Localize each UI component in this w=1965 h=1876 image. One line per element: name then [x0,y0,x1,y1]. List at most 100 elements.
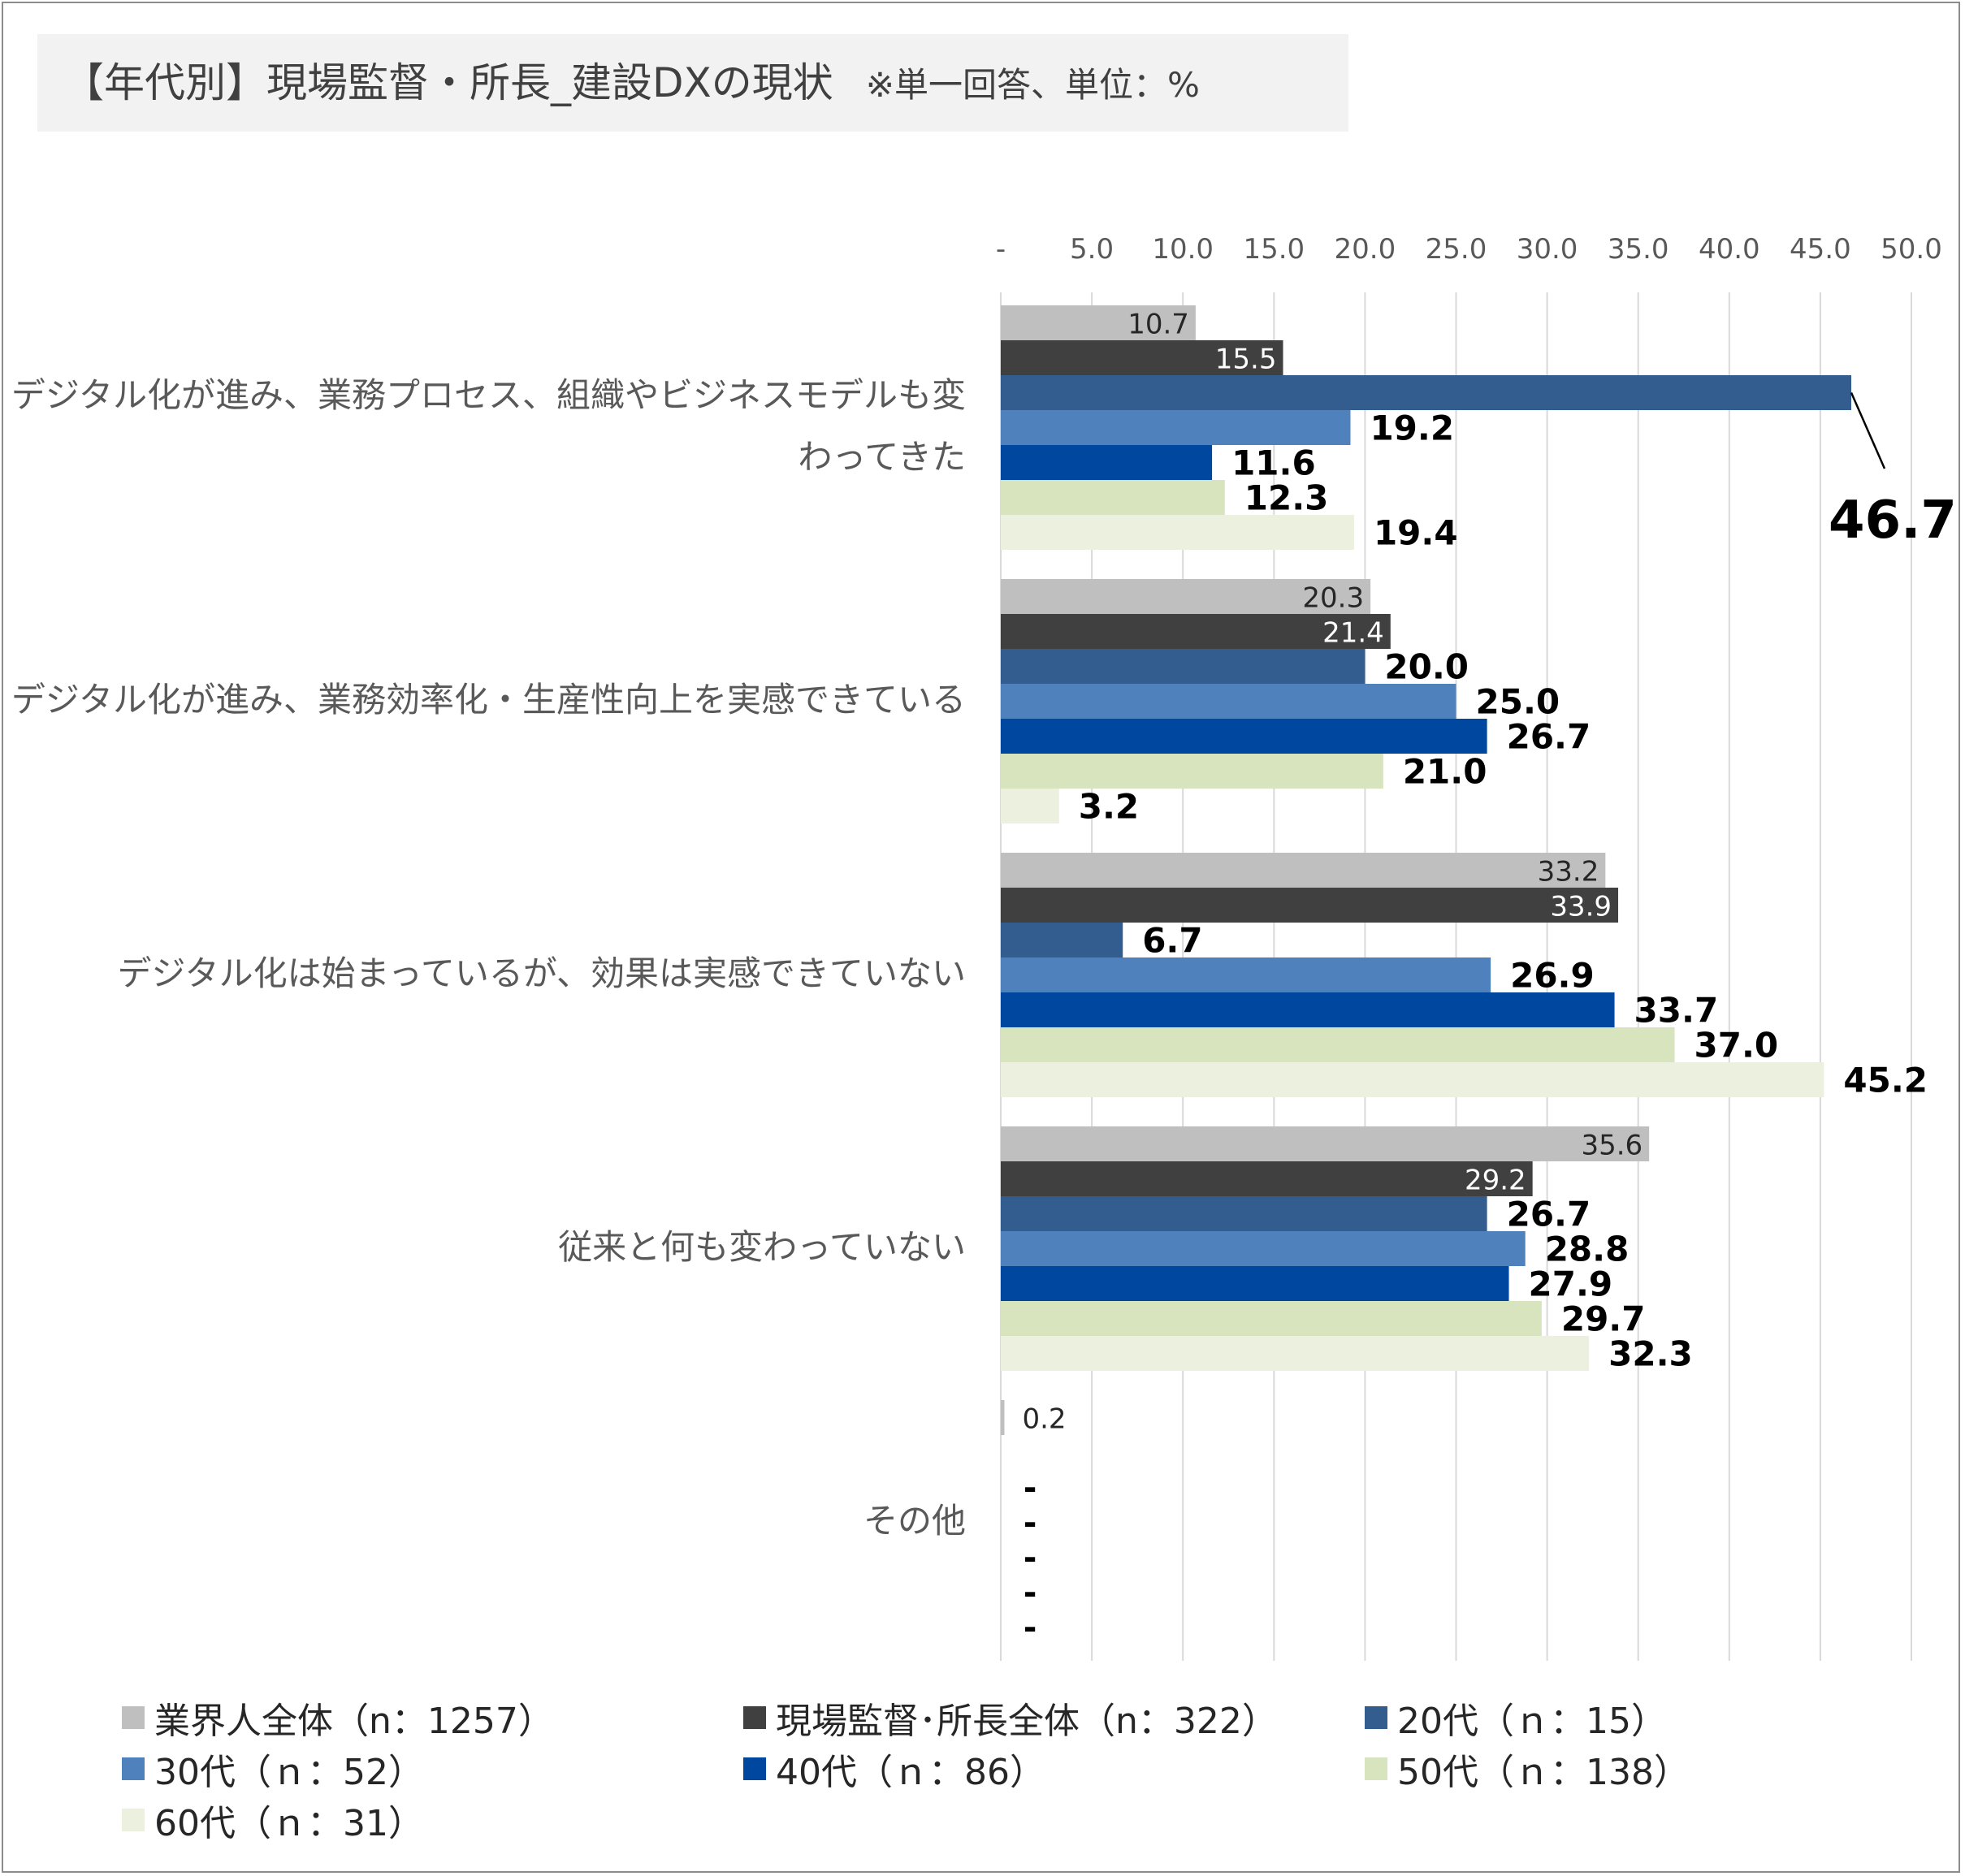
bar [1001,992,1615,1027]
legend-label: 50代（ｎ：138） [1397,1752,1690,1793]
x-tick-label: 45.0 [1790,233,1851,266]
legend-label: 現場監督･所長全体（n：322） [776,1701,1278,1742]
data-label: 20.3 [1302,582,1364,615]
data-label: 33.2 [1538,856,1599,888]
x-tick-label: 35.0 [1608,233,1669,266]
x-tick-label: 30.0 [1517,233,1578,266]
data-label: 45.2 [1843,1061,1928,1100]
data-label: 33.9 [1550,891,1612,923]
legend-swatch [122,1757,145,1780]
data-label: 20.0 [1384,647,1469,687]
bar [1001,719,1487,754]
bar [1001,754,1383,789]
legend-swatch [1365,1706,1387,1729]
legend-swatch [1365,1757,1387,1780]
legend-label: 業界人全体（n：1257） [154,1701,554,1742]
bar [1001,888,1619,923]
bar [1001,1400,1005,1435]
bar [1001,340,1283,375]
data-label: 15.5 [1215,344,1277,376]
legend-item: 20代（ｎ：15） [1365,1693,1667,1742]
data-label: 19.2 [1370,408,1454,448]
data-label: 3.2 [1079,787,1139,827]
bar [1001,614,1391,649]
x-tick-label: 10.0 [1152,233,1214,266]
category-label: その他 [863,1501,966,1541]
legend-swatch [122,1706,145,1729]
data-label: 32.3 [1608,1334,1693,1374]
bar [1001,480,1225,515]
bar [1001,375,1852,410]
data-label: 33.7 [1634,991,1719,1031]
data-label: 27.9 [1529,1264,1613,1304]
bar [1001,410,1351,445]
x-tick-label: - [996,233,1006,266]
data-label: 21.0 [1403,752,1487,792]
data-label: 11.6 [1231,443,1316,483]
bar [1001,649,1366,684]
data-label: 28.8 [1545,1230,1630,1269]
data-label: 29.2 [1465,1165,1526,1197]
legend-swatch [743,1706,766,1729]
data-label: 26.9 [1510,956,1595,996]
data-label: 0.2 [1022,1403,1066,1436]
category-label: デジタル化は始まっているが、効果は実感できていない [117,953,966,993]
legend-swatch [743,1757,766,1780]
legend-item: 30代（ｎ：52） [122,1744,424,1793]
bar [1001,1336,1590,1371]
legend-item: 40代（ｎ：86） [743,1744,1045,1793]
legend-label: 40代（ｎ：86） [776,1752,1045,1793]
chart-subtitle: ※単一回答、単位：% [865,65,1200,105]
x-tick-label: 40.0 [1699,233,1760,266]
data-label: 26.7 [1507,1195,1591,1234]
data-label: - [1024,1470,1037,1507]
legend-item: 50代（ｎ：138） [1365,1744,1690,1793]
data-label: 19.4 [1374,513,1458,553]
category-label: デジタル化が進み、業務プロセス、組織やビジネスモデルも変わってきた [11,375,966,477]
legend-swatch [122,1809,145,1831]
data-label: 21.4 [1322,617,1384,650]
data-label: 46.7 [1829,491,1957,551]
x-tick-label: 5.0 [1070,233,1114,266]
bar [1001,1231,1526,1266]
bar [1001,1027,1675,1062]
data-label: 25.0 [1476,682,1560,722]
bar [1001,1301,1542,1336]
legend-label: 20代（ｎ：15） [1397,1701,1667,1742]
legend-item: 業界人全体（n：1257） [122,1693,554,1742]
legend-item: 60代（ｎ：31） [122,1796,424,1844]
legend-item: 現場監督･所長全体（n：322） [743,1693,1278,1742]
data-label: - [1024,1540,1037,1577]
bar [1001,684,1456,719]
data-label: 12.3 [1244,478,1329,518]
x-tick-label: 50.0 [1881,233,1942,266]
x-tick-label: 15.0 [1243,233,1305,266]
x-tick-label: 20.0 [1335,233,1396,266]
bar [1001,789,1059,823]
data-label: 37.0 [1694,1026,1779,1066]
leader-line [1850,391,1886,469]
data-label: 29.7 [1561,1299,1646,1339]
bar [1001,1062,1824,1097]
data-label: - [1024,1505,1037,1542]
bar [1001,305,1196,340]
bar [1001,445,1213,480]
bar [1001,1161,1533,1196]
data-label: 10.7 [1127,309,1189,341]
bar [1001,1266,1509,1301]
category-label: 従来と何も変わっていない [558,1227,966,1267]
bar [1001,1126,1650,1161]
bar [1001,515,1354,550]
title-box [37,34,1348,132]
data-label: 35.6 [1581,1130,1643,1162]
category-label: デジタル化が進み、業務効率化・生産性向上を実感できている [11,680,966,720]
data-label: 26.7 [1507,717,1591,757]
bar [1001,1196,1487,1231]
x-tick-label: 25.0 [1426,233,1487,266]
data-label: - [1024,1610,1037,1647]
bar [1001,923,1123,957]
chart-title: 【年代別】現場監督・所長_建設DXの現状 ※単一回答、単位：% [63,54,1200,115]
chart-title-main: 【年代別】現場監督・所長_建設DXの現状 [63,59,833,106]
